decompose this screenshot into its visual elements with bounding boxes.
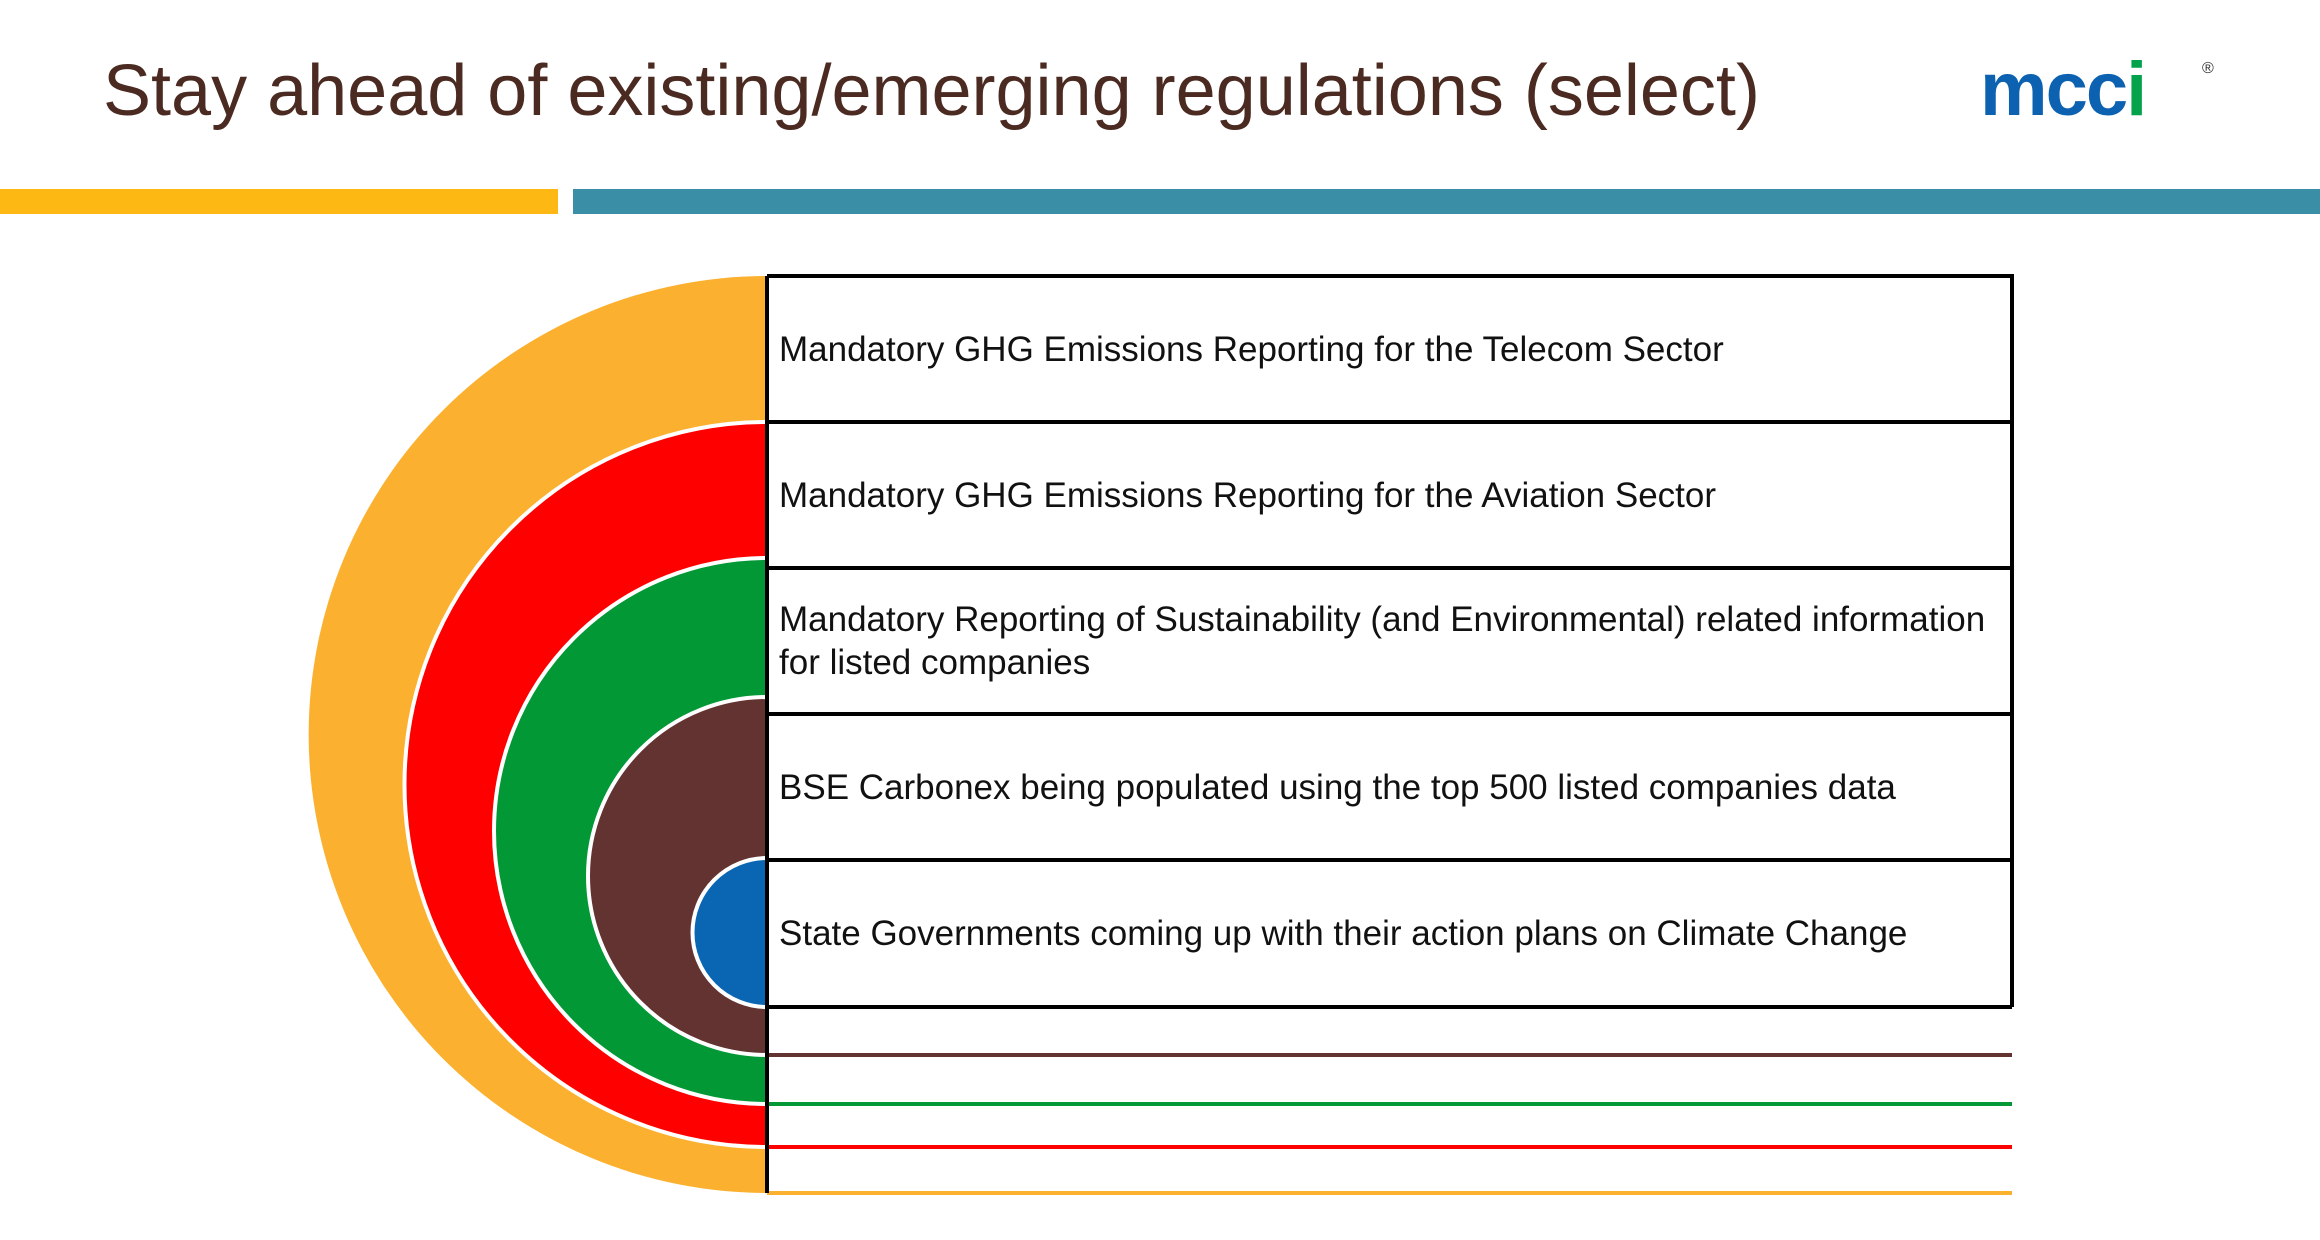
list-table-border <box>765 274 2014 1193</box>
list-item-label: Mandatory Reporting of Sustainability (a… <box>779 600 1986 682</box>
registered-mark: ® <box>2202 60 2214 77</box>
list-item: Mandatory GHG Emissions Reporting for th… <box>779 424 1999 566</box>
logo-wordmark: mcci <box>1980 52 2147 128</box>
list-item-label: Mandatory GHG Emissions Reporting for th… <box>779 329 1724 369</box>
list-item: State Governments coming up with their a… <box>779 862 1999 1005</box>
accent-bar-yellow <box>0 189 558 214</box>
row-lines <box>765 274 2014 1195</box>
semicircle-5 <box>690 855 769 1010</box>
list-item: Mandatory Reporting of Sustainability (a… <box>779 570 1999 712</box>
list-item-label: BSE Carbonex being populated using the t… <box>779 767 1896 807</box>
logo-letters-primary: mcc <box>1980 47 2128 132</box>
page-title: Stay ahead of existing/emerging regulati… <box>103 51 1760 131</box>
list-item-label: State Governments coming up with their a… <box>779 914 1908 953</box>
accent-bar-teal <box>573 189 2320 214</box>
semicircle-arcs <box>308 276 769 1193</box>
list-item-label: Mandatory GHG Emissions Reporting for th… <box>779 475 1717 515</box>
list-item: BSE Carbonex being populated using the t… <box>779 716 1999 858</box>
mcci-logo: mcci ® <box>1980 52 2214 130</box>
list-item: Mandatory GHG Emissions Reporting for th… <box>779 278 1999 420</box>
logo-letters-accent: i <box>2126 47 2147 132</box>
